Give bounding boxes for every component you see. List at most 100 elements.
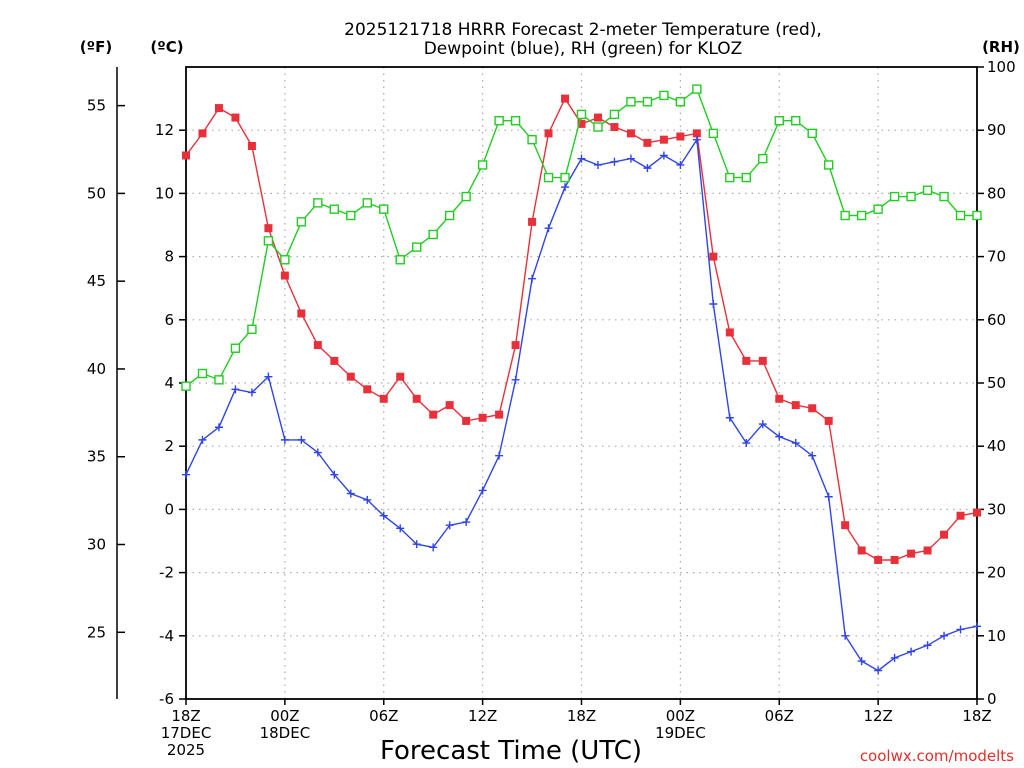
temperature-point [692,129,701,138]
relative-humidity-point [576,109,587,120]
dewpoint-point [626,154,635,163]
x-tick-label: 17DEC [161,724,212,742]
x-tick-label: 18Z [567,707,596,725]
dewpoint-point [264,372,273,381]
relative-humidity-point [823,160,834,170]
fahrenheit-unit-label: (ºF) [80,38,112,56]
relative-humidity-point [774,116,784,126]
relative-humidity-point [362,198,372,208]
x-tick-label: 12Z [468,707,497,725]
celsius-tick-label: 10 [155,184,174,202]
temperature-point [808,404,817,413]
relative-humidity-point [626,97,636,107]
relative-humidity-point [395,255,405,265]
rh-tick-label: 20 [987,564,1006,582]
relative-humidity-point [692,84,702,94]
temperature-point [610,123,619,132]
relative-humidity-point [346,210,356,221]
temperature-point [264,224,273,233]
x-tick-label: 18DEC [260,724,311,742]
temperature-point [198,129,207,138]
temperature-point [429,410,438,419]
celsius-tick-label: 8 [164,248,174,266]
relative-humidity-point [758,153,768,164]
temperature-point [561,94,570,103]
temperature-point [379,394,388,403]
relative-humidity-line [185,87,977,387]
x-tick-label: 06Z [369,707,398,725]
relative-humidity-point [791,116,801,126]
relative-humidity-point [725,172,735,183]
x-tick-label: 00Z [666,707,695,725]
rh-tick-label: 70 [987,248,1006,266]
x-axis-label: Forecast Time (UTC) [380,736,642,766]
fahrenheit-tick-label: 40 [87,360,106,378]
relative-humidity-point [659,90,669,101]
relative-humidity-point [807,128,817,139]
celsius-tick-label: 6 [164,311,174,329]
dewpoint-point [247,388,256,397]
temperature-point [725,328,734,337]
relative-humidity-point [329,204,340,214]
dewpoint-point [824,492,833,501]
dewpoint-point [725,413,734,422]
dewpoint-point [478,486,487,495]
relative-humidity-point [428,229,438,240]
rh-tick-label: 60 [987,311,1006,329]
temperature-point [412,394,421,403]
temperature-point [214,104,223,113]
dewpoint-point [956,625,965,634]
temperature-point [923,546,932,555]
relative-humidity-point [955,210,966,221]
temperature-point [742,356,751,365]
relative-humidity-point [313,198,323,208]
x-tick-label: 12Z [863,707,892,725]
dewpoint-point [907,647,916,656]
temperature-point [346,372,355,381]
relative-humidity-point [741,172,751,183]
temperature-point [297,309,306,318]
temperature-point [890,555,899,564]
relative-humidity-point [197,368,208,379]
rh-tick-label: 10 [987,627,1006,645]
temperature-point [577,119,586,128]
relative-humidity-point [906,191,916,202]
temperature-point [396,372,405,381]
x-tick-label: 2025 [167,741,205,759]
dewpoint-point [973,622,981,631]
temperature-point [956,511,965,520]
dewpoint-point [890,653,899,662]
temperature-point [841,521,850,530]
relative-humidity-point [510,116,521,126]
temperature-point [907,549,916,558]
relative-humidity-point [939,191,949,202]
relative-humidity-point [379,204,389,214]
celsius-unit-label: (ºC) [150,38,183,56]
temperature-point [824,416,833,425]
relative-humidity-point [444,210,455,221]
temperature-point [363,385,372,394]
fahrenheit-tick-label: 25 [87,623,106,641]
rh-tick-label: 90 [987,121,1006,139]
dewpoint-point [940,631,949,640]
temperature-point [544,129,553,138]
temperature-point [313,341,322,350]
credit-link[interactable]: coolwx.com/modelts [860,747,1014,765]
temperature-point [478,413,487,422]
celsius-tick-label: 12 [155,121,174,139]
dewpoint-point [445,521,454,530]
temperature-point [857,546,866,555]
dewpoint-series [182,135,981,675]
relative-humidity-point [263,236,274,246]
relative-humidity-point [609,109,620,120]
fahrenheit-tick-label: 50 [87,184,106,202]
dewpoint-point [346,489,355,498]
temperature-point [495,410,504,419]
x-tick-label: 18Z [171,707,200,725]
celsius-tick-label: 2 [164,437,174,455]
temperature-point [626,129,635,138]
relative-humidity-point [296,217,307,227]
dewpoint-point [198,435,207,444]
dewpoint-point [379,511,388,520]
